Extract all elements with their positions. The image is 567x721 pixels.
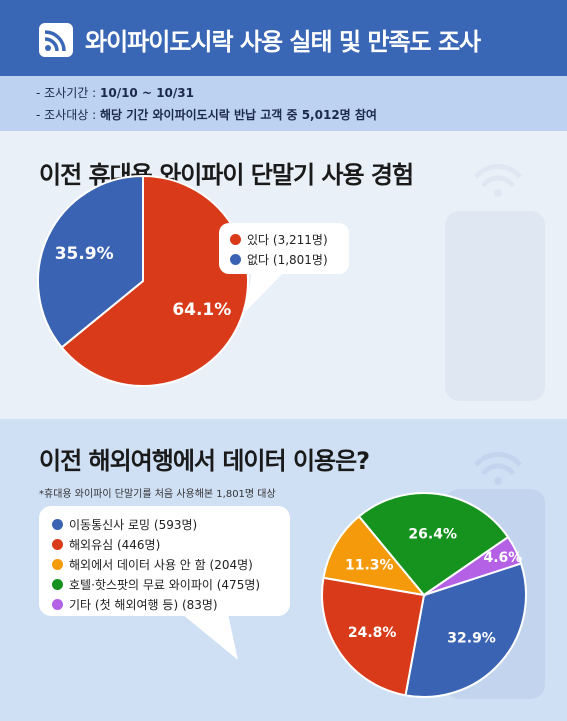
- pie1-slice-0-label: 64.1%: [172, 300, 231, 320]
- legend1-swatch-0: [230, 233, 241, 245]
- survey-info: - 조사기간 : 10/10 ~ 10/31 - 조사대상 : 해당 기간 와이…: [0, 76, 567, 131]
- pie2-slice-0-label: 32.9%: [447, 631, 496, 647]
- survey-target: - 조사대상 : 해당 기간 와이파이도시락 반납 고객 중 5,012명 참여: [36, 108, 377, 122]
- legend2-swatch-0: [52, 518, 63, 530]
- legend1-swatch-1: [230, 253, 241, 265]
- pie-chart-device-experience: 64.1% 35.9%: [37, 174, 249, 387]
- legend2-item-4: 기타 (첫 해외여행 등) (83명): [52, 594, 260, 614]
- pie2-slice-3: [357, 492, 510, 597]
- pie2-slice-2-label: 11.3%: [345, 557, 394, 573]
- legend2-swatch-3: [52, 578, 63, 590]
- pie-chart-data-usage: 32.9% 24.8% 11.3% 26.4% 4.6%: [321, 492, 527, 698]
- pie2-slice-4-label: 4.6%: [483, 550, 522, 566]
- pie1-slice-1: [37, 174, 144, 349]
- chart2-subtitle: *휴대용 와이파이 단말기를 처음 사용해본 1,801명 대상: [39, 489, 276, 500]
- pie2-slice-1: [321, 576, 426, 697]
- legend2-label-3: 호텔·핫스팟의 무료 와이파이 (475명): [69, 577, 261, 592]
- phone-wifi-decoration: [445, 163, 545, 401]
- legend2-label-0: 이동통신사 로밍 (593명): [69, 517, 198, 532]
- legend2-swatch-1: [52, 538, 63, 550]
- legend-bubble-2: [39, 506, 290, 660]
- pie2-slice-2: [322, 514, 427, 597]
- legend2-label-4: 기타 (첫 해외여행 등) (83명): [69, 597, 218, 612]
- pie2-slice-0: [404, 562, 527, 698]
- legend2-label-2: 해외에서 데이터 사용 안 함 (204명): [69, 557, 253, 572]
- legend1-item-0: 있다 (3,211명): [230, 229, 328, 249]
- legend2-swatch-4: [52, 598, 63, 610]
- rss-icon: [39, 23, 73, 57]
- page-title: 와이파이도시락 사용 실태 및 만족도 조사: [85, 28, 481, 56]
- legend1-item-1: 없다 (1,801명): [230, 249, 328, 269]
- legend2-item-0: 이동통신사 로밍 (593명): [52, 514, 260, 534]
- pie2-slice-3-label: 26.4%: [408, 526, 457, 542]
- chart2-title: 이전 해외여행에서 데이터 이용은?: [39, 447, 370, 475]
- chart2-legend: 이동통신사 로밍 (593명) 해외유심 (446명) 해외에서 데이터 사용 안 …: [52, 514, 260, 614]
- legend2-item-2: 해외에서 데이터 사용 안 함 (204명): [52, 554, 260, 574]
- legend2-swatch-2: [52, 558, 63, 570]
- legend2-label-1: 해외유심 (446명): [69, 537, 161, 552]
- legend2-item-3: 호텔·핫스팟의 무료 와이파이 (475명): [52, 574, 260, 594]
- legend2-item-1: 해외유심 (446명): [52, 534, 260, 554]
- legend-bubble-1: [219, 223, 349, 312]
- legend1-label-0: 있다 (3,211명): [247, 232, 328, 247]
- header-banner: 와이파이도시락 사용 실태 및 만족도 조사: [0, 0, 567, 76]
- pie2-slice-4: [423, 535, 523, 596]
- pie1-slice-0: [60, 174, 249, 387]
- survey-period: - 조사기간 : 10/10 ~ 10/31: [36, 86, 194, 100]
- legend1-label-1: 없다 (1,801명): [247, 252, 328, 267]
- pie1-slice-1-label: 35.9%: [55, 244, 114, 264]
- pie2-slice-1-label: 24.8%: [348, 625, 397, 641]
- chart1-legend: 있다 (3,211명) 없다 (1,801명): [230, 229, 328, 269]
